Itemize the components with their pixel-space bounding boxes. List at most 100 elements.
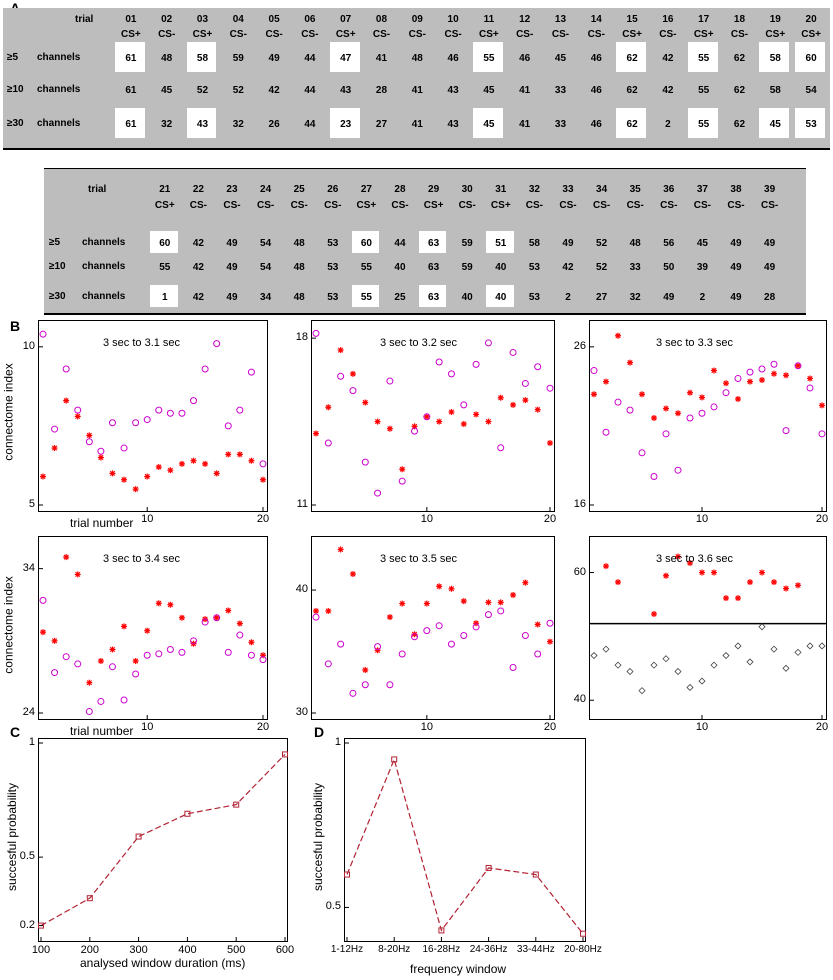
data-point-star — [651, 415, 657, 421]
table-row-label: channels — [37, 84, 81, 95]
table-trial-number: 22 — [192, 184, 204, 195]
data-point-square — [38, 922, 44, 929]
data-point-star — [795, 582, 801, 589]
table-cs-label: CS- — [551, 29, 570, 40]
data-point-circle — [120, 696, 128, 704]
table-cs-label: CS+ — [192, 29, 213, 40]
table-cell-value: 42 — [192, 238, 204, 249]
table-trial-number: 16 — [662, 14, 674, 25]
data-point-star — [603, 563, 609, 570]
table-cell-value: 45 — [696, 238, 708, 249]
data-point-circle — [236, 406, 244, 414]
table-cs-label: CS+ — [479, 29, 499, 40]
table-cell-value: 60 — [805, 53, 817, 64]
table-cell-value: 53 — [528, 262, 540, 273]
star-stroke — [699, 394, 705, 401]
table-cs-label: CS- — [301, 29, 319, 40]
table-cell-highlight — [486, 231, 514, 253]
table-cell-value: 47 — [340, 53, 352, 64]
table-trial-number: 20 — [805, 14, 817, 25]
data-point-circle — [447, 640, 455, 648]
star-stroke — [735, 396, 741, 402]
data-point-circle — [361, 681, 369, 689]
table-cell-value: 43 — [447, 85, 459, 96]
y-tick-label: 0.5 — [325, 900, 341, 913]
star-stroke — [522, 397, 528, 403]
table-cell-highlight — [115, 108, 145, 138]
x-tick-label: 33-44Hz — [516, 944, 555, 955]
data-point-star — [109, 470, 116, 477]
table-cell-highlight — [186, 108, 217, 138]
data-point-diamond — [686, 683, 694, 692]
table-cell-value: 39 — [696, 262, 708, 273]
star-stroke — [156, 464, 162, 470]
star-stroke — [40, 629, 46, 635]
table-cs-label: CS- — [592, 200, 611, 211]
star-stroke — [411, 423, 418, 429]
table-cell-value: 60 — [159, 238, 171, 249]
scatter-plot-3.6: 3 sec to 3.6 sec 40 60 10 20 — [574, 536, 828, 733]
table-cell-value: 61 — [125, 85, 137, 96]
data-point-star — [522, 579, 529, 586]
data-point-circle — [324, 660, 332, 668]
data-point-circle — [546, 619, 554, 627]
table-trial-number: 13 — [554, 14, 567, 25]
table-cell-highlight — [329, 42, 360, 72]
table-trial-number: 33 — [562, 184, 574, 195]
star-stroke — [771, 371, 777, 377]
data-point-circle — [178, 409, 186, 417]
x-tick-label: 100 — [31, 944, 51, 956]
star-stroke — [63, 397, 69, 404]
data-point-circle — [108, 419, 116, 427]
data-point-circle — [190, 637, 198, 645]
table-cell-highlight — [795, 108, 825, 138]
data-point-star — [63, 397, 70, 404]
data-point-diamond — [638, 687, 646, 695]
table-cell-value: 48 — [293, 292, 305, 303]
y-tick-label: 40 — [573, 693, 586, 706]
data-point-circle — [166, 409, 174, 417]
star-stroke — [179, 615, 185, 621]
data-point-star — [591, 391, 597, 398]
table-cs-label: CS+ — [693, 29, 714, 40]
table-cs-label: CS+ — [335, 29, 356, 40]
data-point-square — [344, 871, 350, 878]
data-point-circle — [166, 645, 174, 653]
star-stroke — [448, 409, 455, 415]
table-cell-value: 56 — [663, 238, 675, 249]
data-point-square — [438, 927, 445, 934]
data-point-circle — [435, 358, 443, 366]
table-cell-value: 61 — [125, 119, 137, 130]
table-trial-number: 06 — [304, 14, 316, 25]
data-point-circle — [259, 460, 267, 468]
data-point-star — [663, 405, 669, 412]
table-cell-value: 50 — [663, 262, 675, 273]
y-tick-label: 5 — [28, 498, 35, 510]
table-cell-value: 62 — [626, 53, 638, 64]
scatter-svg — [39, 330, 267, 511]
data-point-star — [213, 470, 220, 477]
data-point-star — [225, 451, 232, 458]
data-point-star — [687, 559, 693, 566]
y-tick-label: 24 — [22, 706, 35, 718]
table-cell-highlight — [687, 108, 718, 138]
table-cell-value: 49 — [663, 292, 675, 303]
star-stroke — [237, 451, 243, 458]
table-cell-highlight — [115, 42, 145, 72]
data-point-circle — [626, 406, 634, 414]
data-point-circle — [337, 640, 345, 648]
data-point-circle — [484, 611, 492, 619]
star-stroke — [313, 608, 319, 614]
star-stroke — [436, 418, 442, 425]
star-stroke — [510, 402, 516, 408]
panel-label-c: C — [10, 724, 21, 740]
data-point-star — [97, 454, 104, 461]
data-point-star — [615, 332, 621, 339]
x-tick-label: 500 — [227, 944, 246, 956]
data-point-diamond — [710, 661, 718, 669]
data-point-star — [349, 370, 356, 377]
star-stroke — [225, 451, 231, 458]
data-point-circle — [213, 340, 221, 348]
panel-b-ylabel-bottom: connectome index — [1, 576, 16, 674]
data-point-star — [325, 404, 332, 411]
